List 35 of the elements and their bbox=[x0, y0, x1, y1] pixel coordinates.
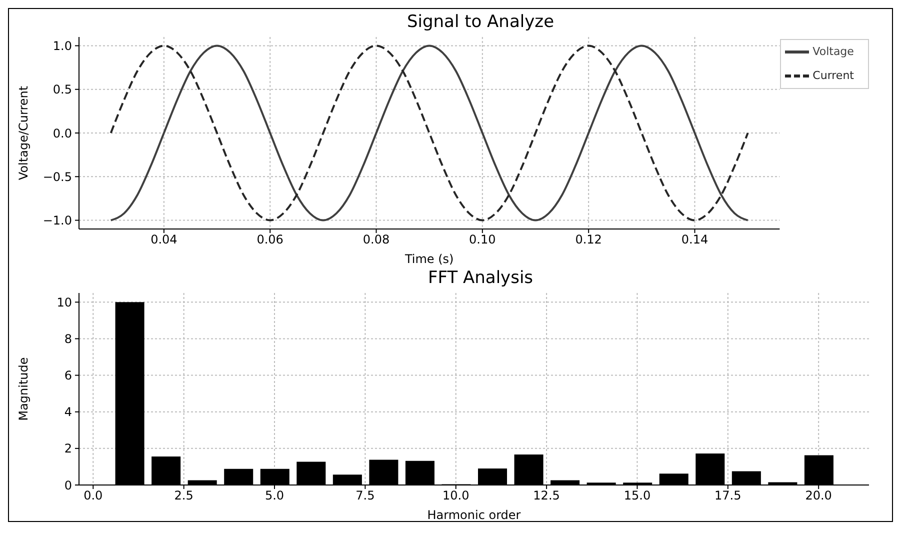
x-tick-label: 10.0 bbox=[442, 488, 470, 503]
x-axis-title: Harmonic order bbox=[427, 508, 521, 522]
y-tick-label: 6 bbox=[64, 368, 72, 383]
x-tick-label: 0.04 bbox=[150, 232, 178, 247]
legend-label: Voltage bbox=[812, 45, 854, 58]
x-tick-label: 5.0 bbox=[264, 488, 284, 503]
y-tick-label: 0.0 bbox=[52, 126, 72, 140]
x-tick-label: 7.5 bbox=[356, 488, 375, 503]
x-tick-label: 0.14 bbox=[681, 232, 708, 247]
x-tick-label: 2.5 bbox=[174, 488, 194, 503]
x-axis-title: Time (s) bbox=[404, 252, 454, 266]
line-series bbox=[110, 44, 749, 222]
chart-title: FFT Analysis bbox=[426, 267, 534, 289]
y-tick-label: −1.0 bbox=[42, 214, 72, 228]
x-tick-label: 0.0 bbox=[84, 488, 103, 503]
x-tick-label: 17.5 bbox=[714, 488, 742, 503]
x-tick-label: 0.10 bbox=[469, 232, 496, 247]
y-tick-label: 10 bbox=[56, 295, 72, 310]
x-tick-label: 20.0 bbox=[805, 488, 832, 503]
x-tick-label: 0.08 bbox=[362, 232, 390, 247]
y-axis-title: Magnitude bbox=[16, 357, 30, 421]
y-tick-label: 0 bbox=[64, 478, 72, 492]
x-tick-label: 0.06 bbox=[256, 232, 284, 247]
y-tick-label: 8 bbox=[64, 332, 72, 346]
y-tick-label: 2 bbox=[64, 442, 72, 456]
chart-title: Signal to Analyze bbox=[406, 11, 556, 33]
y-tick-label: 4 bbox=[64, 405, 72, 420]
y-axis-title: Voltage/Current bbox=[16, 86, 30, 180]
x-tick-label: 0.12 bbox=[575, 232, 602, 247]
legend-label: Current bbox=[812, 69, 854, 82]
y-tick-label: −0.5 bbox=[42, 170, 72, 184]
x-tick-label: 15.0 bbox=[624, 488, 651, 503]
y-tick-label: 1.0 bbox=[52, 38, 72, 53]
y-tick-label: 0.5 bbox=[52, 82, 72, 97]
x-tick-label: 12.5 bbox=[533, 488, 560, 503]
